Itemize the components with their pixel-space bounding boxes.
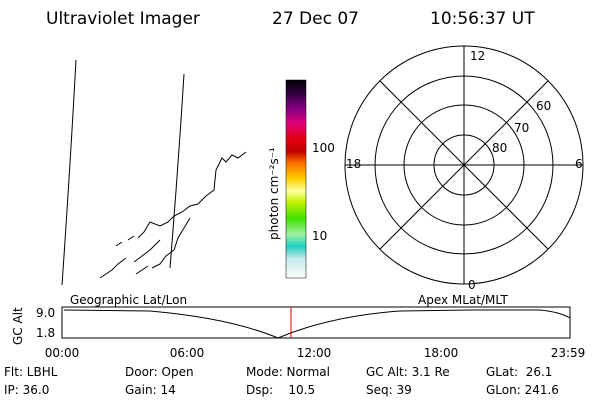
orbit-x-tick: 12:00 [297,346,332,360]
colorbar-tick: 10 [312,229,327,243]
orbit-x-tick: 23:59 [551,346,586,360]
info-field: GLon: 241.6 [486,383,559,397]
polar-grid [344,45,584,285]
info-field: IP: 36.0 [4,383,49,397]
orbit-y-tick: 9.0 [36,306,55,320]
date: 27 Dec 07 [272,9,359,29]
orbit-altitude [63,309,571,339]
orbit-x-tick: 18:00 [424,346,459,360]
orbit-y-tick: 1.8 [36,326,55,340]
info-field: Mode: Normal [246,365,330,379]
orbit-label: Geographic Lat/Lon [70,293,187,307]
info-field: Dsp: 10.5 [246,383,315,397]
orbit-axis-label: GC Alt [11,307,25,345]
info-field: Flt: LBHL [4,365,58,379]
info-field: GC Alt: 3.1 Re [366,365,450,379]
info-field: Seq: 39 [366,383,412,397]
mlt-label: 12 [470,49,485,63]
info-field: GLat: 26.1 [486,365,552,379]
title: Ultraviolet Imager [46,9,200,29]
time: 10:56:37 UT [430,9,535,29]
orbit-x-tick: 06:00 [170,346,205,360]
orbit-x-tick: 00:00 [45,346,80,360]
info-field: Door: Open [125,365,194,379]
mlat-label: 70 [514,121,529,135]
mlat-label: 80 [492,141,507,155]
colorbar-tick: 100 [312,141,335,155]
orbit-x-ticks: 00:00 06:00 12:00 18:00 23:59 [45,346,586,360]
map [61,59,247,286]
mlat-label: 60 [536,99,551,113]
mlt-label: 6 [575,157,583,171]
colorbar [285,79,307,279]
mlt-label: 0 [468,278,476,292]
info: Flt: LBHL Door: Open Mode: Normal GC Alt… [4,365,559,397]
colorbar-label: photon cm⁻²s⁻¹ [267,147,281,240]
mlt-label: 18 [346,157,361,171]
info-field: Gain: 14 [125,383,176,397]
orbit-label: Apex MLat/MLT [418,293,508,307]
orbit-frame [61,306,571,339]
